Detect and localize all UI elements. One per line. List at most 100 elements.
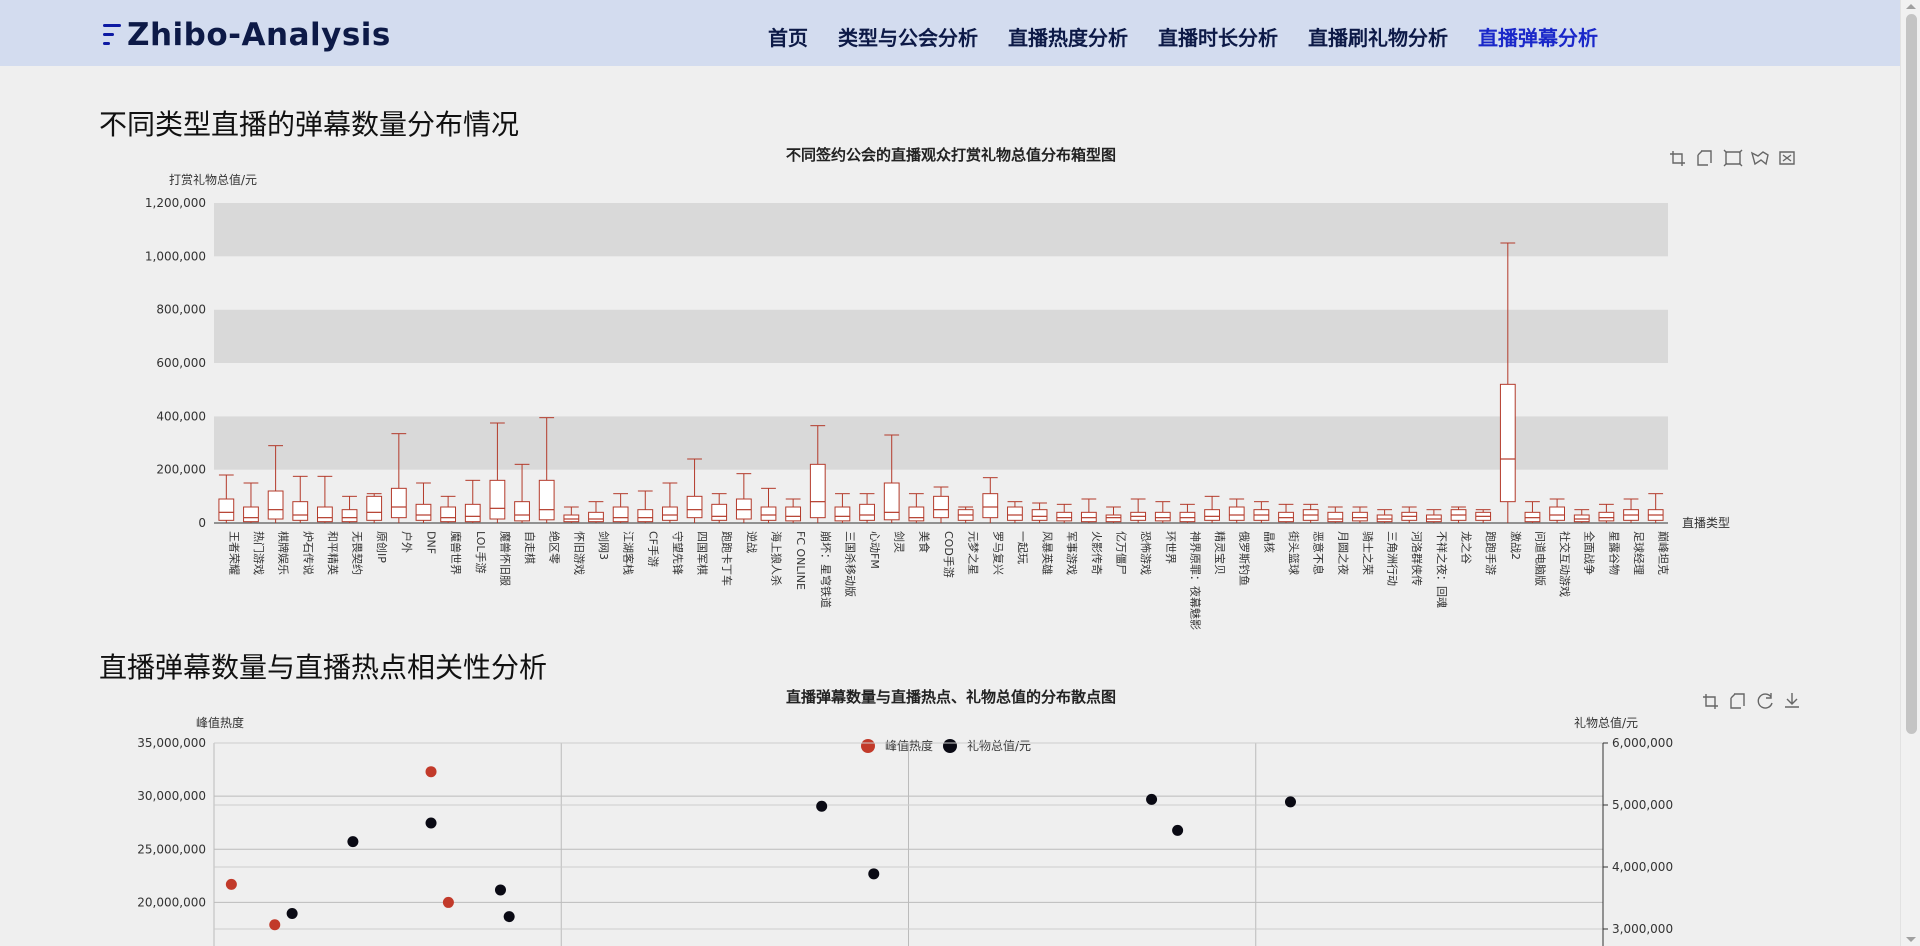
- box-mark: [1302, 503, 1319, 523]
- zoom-icon[interactable]: [1670, 151, 1685, 166]
- box-body: [908, 506, 925, 522]
- box-mark: [834, 493, 851, 523]
- box-body: [785, 506, 802, 522]
- grid-band: [214, 416, 1668, 470]
- box-mark: [686, 458, 703, 523]
- box-mark: [1056, 503, 1073, 523]
- box-mark: [1253, 501, 1270, 523]
- x-tick-label: 足球经理: [1632, 531, 1646, 575]
- lasso-select-icon[interactable]: [1750, 151, 1769, 166]
- box-body: [1105, 514, 1122, 523]
- x-tick-label: 跑跑手游: [1484, 531, 1498, 575]
- gift-value-point: [1146, 793, 1158, 805]
- gift-value-point: [425, 817, 437, 829]
- box-body: [1573, 514, 1590, 523]
- gift-value-point: [816, 800, 828, 812]
- gift-value-point: [503, 911, 515, 923]
- download-icon[interactable]: [1785, 693, 1799, 708]
- scroll-thumb[interactable]: [1906, 14, 1917, 734]
- x-axis-ticks: 王者荣耀 热门游戏 棋牌娱乐 炉石传说 和平精英 无畏契约 原创IP 户外 DNF 魔兽世界 LOL…: [227, 531, 1670, 630]
- x-tick-label: DNF: [424, 531, 437, 554]
- box-mark: [267, 445, 284, 523]
- brand[interactable]: Zhibo-Analysis: [103, 17, 391, 53]
- box-mark: [662, 482, 678, 523]
- right-tick-label: 6,000,000: [1612, 736, 1673, 750]
- box-body: [1007, 506, 1023, 521]
- x-tick-label: 不祥之夜：回魂: [1435, 531, 1449, 608]
- x-tick-label: 跑跑卡丁车: [720, 531, 734, 586]
- box-mark: [1278, 503, 1294, 523]
- box-body: [662, 506, 678, 521]
- box-body: [1278, 511, 1294, 523]
- x-tick-label: 街头篮球: [1287, 531, 1301, 575]
- zoom-reset-icon[interactable]: [1730, 693, 1745, 709]
- box-body: [859, 503, 875, 521]
- x-tick-label: 户外: [400, 531, 414, 553]
- zoom-icon[interactable]: [1703, 694, 1718, 709]
- box-mark: [982, 477, 999, 523]
- gift-value-point: [868, 868, 880, 880]
- scatter-chart[interactable]: 直播弹幕数量与直播热点、礼物总值的分布散点图 峰值热度 礼物总值/元 峰值热度礼…: [0, 680, 1890, 946]
- restore-icon[interactable]: [1757, 693, 1773, 709]
- box-mark: [1031, 502, 1048, 523]
- nav-gifts[interactable]: 直播刷礼物分析: [1308, 26, 1448, 50]
- y-tick-label: 0: [198, 516, 206, 530]
- scatter-axis-ticks: 20,000,000 25,000,000 30,000,000 35,000,000…: [137, 736, 1673, 936]
- box-body: [1179, 511, 1196, 523]
- scroll-down-icon[interactable]: [1906, 937, 1916, 942]
- box-mark: [735, 473, 752, 523]
- box-mark: [1647, 493, 1664, 523]
- left-tick-label: 25,000,000: [137, 842, 206, 856]
- scroll-up-icon[interactable]: [1906, 4, 1916, 9]
- box-mark: [908, 493, 925, 523]
- x-tick-label: 海上狼人杀: [769, 531, 783, 586]
- x-tick-label: 精灵宝贝: [1213, 531, 1227, 575]
- x-tick-label: 龙之谷: [1460, 531, 1474, 564]
- x-tick-label: 原创IP: [375, 531, 388, 563]
- box-body: [563, 514, 580, 523]
- clear-select-icon[interactable]: [1779, 151, 1795, 165]
- box-mark: [1475, 509, 1492, 523]
- box-body: [933, 495, 949, 519]
- nav-home[interactable]: 首页: [768, 26, 808, 50]
- box-body: [538, 479, 555, 521]
- x-tick-label: 神界原罪：夜幕魅影: [1188, 531, 1202, 630]
- box-mark: [1376, 509, 1393, 523]
- box-body: [1327, 511, 1344, 523]
- box-body: [1499, 383, 1516, 503]
- box-mark: [760, 487, 777, 523]
- peak-heat-point: [269, 919, 281, 931]
- y-axis-label: 打赏礼物总值/元: [169, 172, 257, 187]
- box-body: [292, 501, 309, 521]
- box-body: [390, 487, 407, 519]
- box-plot-chart[interactable]: 不同签约公会的直播观众打赏礼物总值分布箱型图 打赏礼物总值/元 0 200,000…: [0, 138, 1890, 638]
- box-body: [1204, 509, 1220, 521]
- y-tick-label: 200,000: [156, 463, 206, 477]
- x-tick-label: 元梦之星: [967, 531, 981, 575]
- x-axis-label: 直播类型: [1682, 516, 1730, 530]
- nav-danmaku[interactable]: 直播弹幕分析: [1478, 26, 1598, 50]
- x-tick-label: 怀旧游戏: [572, 531, 585, 575]
- box-body: [464, 503, 481, 523]
- box-body: [1080, 511, 1097, 523]
- box-mark: [1401, 506, 1418, 523]
- y-tick-label: 1,200,000: [145, 196, 206, 210]
- nav-heat[interactable]: 直播热度分析: [1008, 26, 1128, 50]
- section-heading-correlation: 直播弹幕数量与直播热点相关性分析: [99, 651, 548, 684]
- box-mark: [1327, 506, 1344, 523]
- box-mark: [538, 417, 555, 523]
- x-tick-label: 恶意不息: [1312, 531, 1326, 575]
- x-tick-label: 骑士之荣: [1361, 531, 1375, 575]
- chart-legend: 峰值热度 礼物总值/元: [861, 738, 1031, 753]
- page-scrollbar[interactable]: [1900, 0, 1920, 946]
- rect-select-icon[interactable]: [1723, 149, 1743, 167]
- y-axis-ticks: 0 200,000 400,000 600,000 800,000 1,000,000 1,…: [145, 196, 206, 530]
- zoom-reset-icon[interactable]: [1697, 150, 1712, 166]
- box-mark: [711, 493, 728, 523]
- x-tick-label: 问道电脑版: [1533, 531, 1547, 586]
- menu-lines-icon: [103, 21, 121, 49]
- nav-duration[interactable]: 直播时长分析: [1158, 26, 1278, 50]
- nav-type-guild[interactable]: 类型与公会分析: [838, 26, 978, 50]
- x-tick-label: 魔兽世界: [449, 531, 463, 575]
- x-tick-label: 俄罗斯钓鱼: [1238, 531, 1252, 586]
